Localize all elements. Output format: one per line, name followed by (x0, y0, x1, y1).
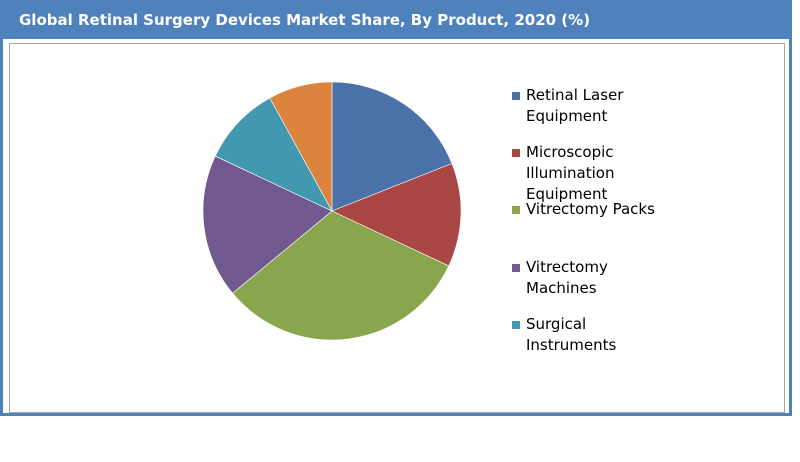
pie-slice-vitrectomy-packs (232, 210, 450, 341)
legend-label-retinal-laser-equipment: Retinal Laser Equipment (526, 86, 624, 125)
legend-swatch-vitrectomy-machines (512, 264, 520, 272)
legend-swatch-retinal-laser-equipment (512, 92, 520, 100)
pie-slice-vitrectomy-machines (202, 155, 333, 294)
pie-slice-other (269, 81, 333, 212)
legend-swatch-vitrectomy-packs (512, 206, 520, 214)
pie-slice-microscopic-illumination-equipment (331, 163, 462, 267)
legend-label-microscopic-illumination-equipment: Microscopic Illumination Equipment (526, 143, 615, 203)
legend-swatch-microscopic-illumination-equipment (512, 149, 520, 157)
title-bar: Global Retinal Surgery Devices Market Sh… (3, 3, 789, 39)
legend-swatch-surgical-instruments (512, 321, 520, 329)
legend-label-surgical-instruments: Surgical Instruments (526, 315, 617, 354)
pie-slice-retinal-laser-equipment (331, 81, 453, 212)
chart-title: Global Retinal Surgery Devices Market Sh… (19, 11, 591, 29)
legend-label-vitrectomy-machines: Vitrectomy Machines (526, 258, 608, 297)
legend-label-vitrectomy-packs: Vitrectomy Packs (526, 200, 655, 218)
pie-slice-surgical-instruments (214, 97, 333, 212)
